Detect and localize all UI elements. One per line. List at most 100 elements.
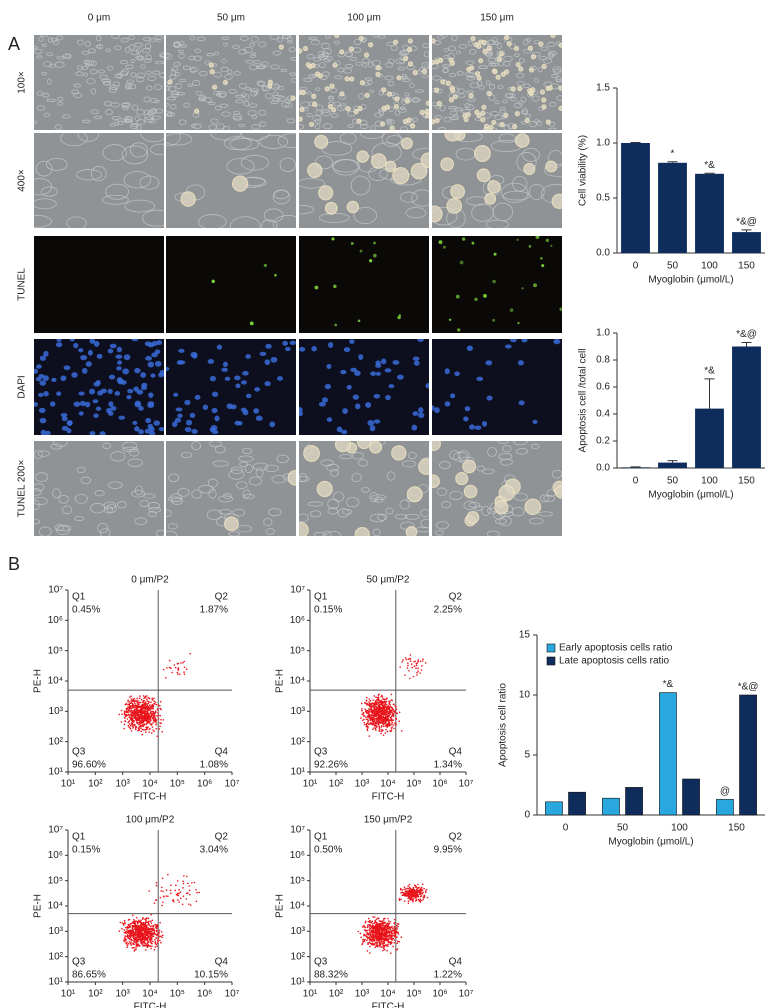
micrograph-bg (166, 236, 296, 333)
x-axis-label: Myoglobin (μmol/L) (608, 837, 693, 848)
event-dot (376, 725, 378, 727)
dapi-nucleus (475, 425, 482, 429)
event-dot (180, 898, 182, 900)
event-dot (155, 937, 157, 939)
event-dot (136, 943, 138, 945)
dapi-nucleus (518, 360, 524, 365)
round-cell (479, 59, 483, 63)
event-dot (136, 712, 138, 714)
round-cell (447, 199, 461, 213)
event-dot (368, 698, 370, 700)
event-dot (415, 900, 417, 902)
event-dot (409, 884, 411, 886)
event-dot (393, 926, 395, 928)
event-dot (369, 920, 371, 922)
dapi-nucleus (191, 429, 197, 434)
event-dot (184, 666, 186, 668)
event-dot (130, 695, 132, 697)
round-cell (210, 70, 214, 74)
column-header: 0 μm (88, 13, 110, 24)
bar (740, 695, 757, 815)
event-dot (170, 667, 172, 669)
round-cell (401, 138, 412, 149)
event-dot (139, 925, 141, 927)
tunel-dot (540, 257, 543, 260)
dapi-nucleus (241, 380, 247, 384)
event-dot (372, 940, 374, 942)
event-dot (373, 704, 375, 706)
event-dot (119, 930, 121, 932)
event-dot (148, 928, 150, 930)
round-cell (279, 45, 283, 49)
event-dot (132, 915, 134, 917)
event-dot (139, 721, 141, 723)
event-dot (419, 672, 421, 674)
event-dot (155, 702, 157, 704)
event-dot (377, 933, 379, 935)
event-dot (130, 941, 132, 943)
event-dot (135, 929, 137, 931)
round-cell (531, 55, 535, 59)
event-dot (147, 942, 149, 944)
y-tick-label: 0.6 (596, 382, 610, 393)
round-cell (542, 64, 546, 68)
event-dot (408, 891, 410, 893)
event-dot (413, 676, 415, 678)
quadrant-name: Q1 (72, 832, 86, 843)
round-cell (408, 39, 412, 43)
event-dot (407, 667, 409, 669)
significance-mark: * (671, 148, 675, 159)
event-dot (155, 926, 157, 928)
dapi-nucleus (465, 406, 471, 411)
event-dot (127, 945, 129, 947)
event-dot (145, 920, 147, 922)
event-dot (391, 938, 393, 940)
event-dot (146, 708, 148, 710)
dapi-nucleus (344, 347, 351, 352)
event-dot (129, 919, 131, 921)
event-dot (121, 721, 123, 723)
event-dot (407, 888, 409, 890)
micrograph-bg (166, 339, 296, 435)
event-dot (132, 715, 134, 717)
event-dot (143, 711, 145, 713)
event-dot (142, 701, 144, 703)
event-dot (369, 717, 371, 719)
tunel-dot (483, 294, 487, 298)
event-dot (411, 667, 413, 669)
round-cell (426, 114, 430, 118)
event-dot (396, 708, 398, 710)
event-dot (145, 937, 147, 939)
event-dot (375, 936, 377, 938)
micrograph (296, 33, 431, 131)
y-tick-label: 10³ (49, 706, 64, 717)
dapi-nucleus (82, 368, 88, 374)
x-tick-label: 10⁶ (197, 779, 212, 790)
dapi-nucleus (385, 368, 392, 372)
event-dot (150, 921, 152, 923)
event-dot (161, 905, 163, 907)
dapi-nucleus (253, 408, 259, 414)
event-dot (421, 887, 423, 889)
event-dot (137, 730, 139, 732)
quadrant-name: Q1 (314, 592, 328, 603)
round-cell (469, 94, 473, 98)
event-dot (133, 943, 135, 945)
dapi-nucleus (39, 408, 46, 413)
x-tick-label: 10⁴ (380, 779, 395, 790)
event-dot (376, 932, 378, 934)
micrograph-bg (299, 236, 429, 333)
event-dot (146, 703, 148, 705)
round-cell (507, 42, 511, 46)
event-dot (385, 936, 387, 938)
event-dot (374, 712, 376, 714)
event-dot (414, 666, 416, 668)
event-dot (130, 725, 132, 727)
round-cell (456, 473, 468, 485)
round-cell (453, 95, 457, 99)
round-cell (411, 163, 426, 178)
event-dot (396, 936, 398, 938)
event-dot (370, 943, 372, 945)
tunel-dot (546, 239, 549, 242)
round-cell (466, 113, 470, 117)
